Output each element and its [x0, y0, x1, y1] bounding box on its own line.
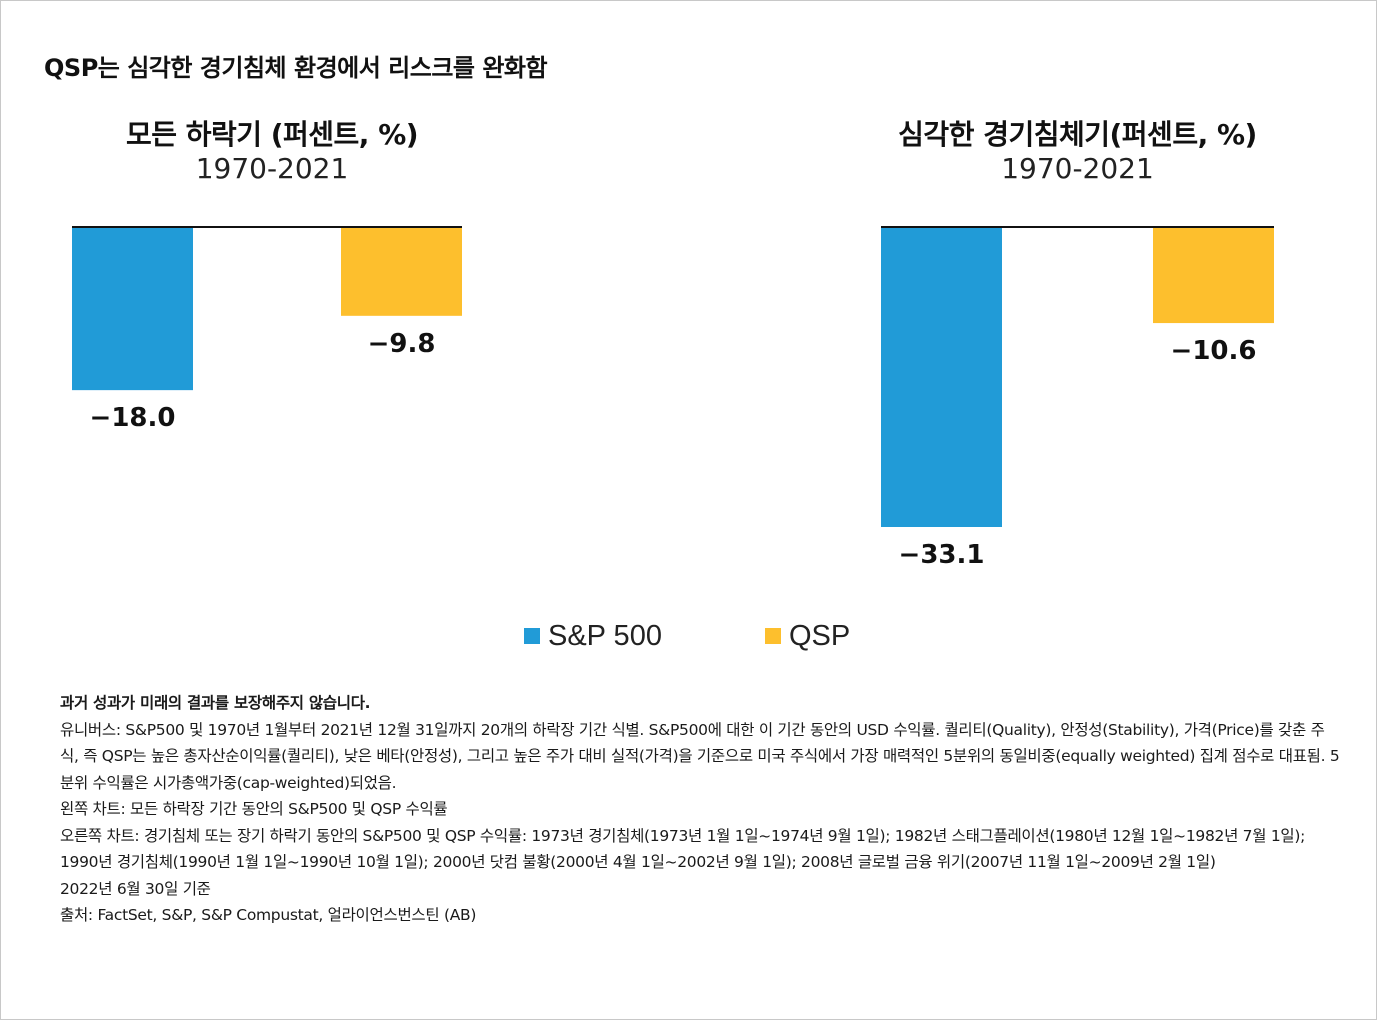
as-of-note: 2022년 6월 30일 기준 [60, 879, 211, 898]
left-chart-title: 모든 하락기 (퍼센트, %) [125, 118, 419, 151]
right-bar-qsp [1153, 227, 1274, 324]
left-chart-note: 왼쪽 차트: 모든 하락장 기간 동안의 S&P500 및 QSP 수익률 [60, 800, 448, 818]
universe-note: 유니버스: S&P500 및 1970년 1월부터 2021년 12월 31일까… [60, 720, 1340, 792]
left-bar-sp500 [72, 227, 193, 391]
legend-swatch-sp500 [524, 628, 540, 644]
legend-item-sp500: S&P 500 [524, 618, 662, 654]
source-note: 출처: FactSet, S&P, S&P Compustat, 얼라이언스번스… [60, 906, 477, 924]
left-value-label-qsp: −9.8 [368, 329, 436, 359]
disclaimer-note: 과거 성과가 미래의 결과를 보장해주지 않습니다. [60, 694, 371, 712]
right-chart-subtitle: 1970-2021 [1001, 152, 1154, 185]
left-bar-qsp [341, 227, 462, 316]
legend-label-sp500: S&P 500 [548, 619, 662, 652]
legend-item-qsp: QSP [765, 618, 850, 654]
right-bar-sp500 [881, 227, 1002, 527]
right-value-label-qsp: −10.6 [1171, 336, 1257, 366]
left-value-label-sp500: −18.0 [90, 403, 176, 433]
legend-label-qsp: QSP [789, 619, 851, 652]
bar-charts: −18.0 −9.8 −33.1 −10.6 [72, 226, 1274, 570]
right-value-label-sp500: −33.1 [899, 540, 985, 570]
footnotes: 과거 성과가 미래의 결과를 보장해주지 않습니다. 유니버스: S&P500 … [60, 690, 1340, 929]
left-chart-subtitle: 1970-2021 [195, 152, 349, 185]
legend-swatch-qsp [765, 628, 781, 644]
page-title: QSP는 심각한 경기침체 환경에서 리스크를 완화함 [44, 54, 548, 82]
right-chart-title: 심각한 경기침체기(퍼센트, %) [898, 118, 1257, 151]
right-chart-note: 오른쪽 차트: 경기침체 또는 장기 하락기 동안의 S&P500 및 QSP … [60, 826, 1306, 872]
